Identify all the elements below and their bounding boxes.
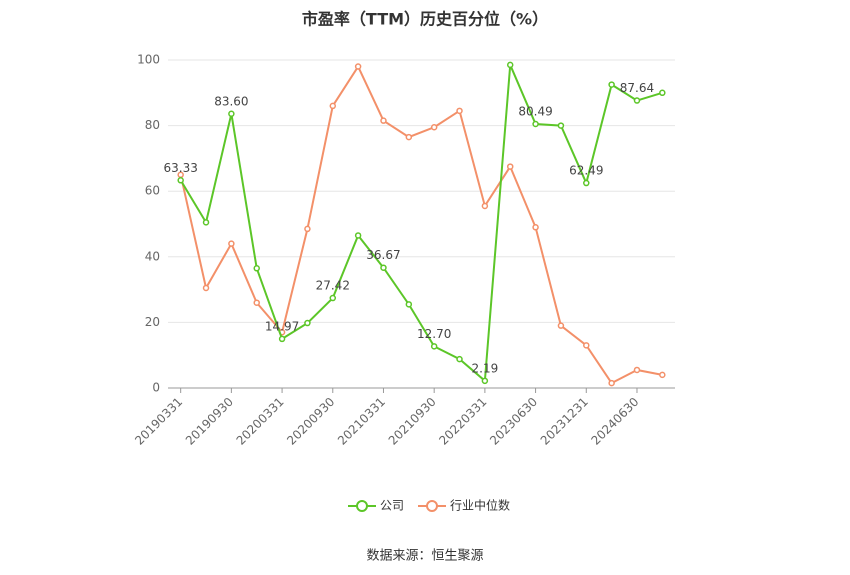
point xyxy=(430,123,438,131)
point xyxy=(329,294,337,302)
y-tick-label: 40 xyxy=(145,249,160,263)
point xyxy=(405,133,413,141)
legend-marker xyxy=(356,500,368,512)
point xyxy=(177,177,184,184)
point xyxy=(278,335,286,343)
x-tick-label: 20240630 xyxy=(588,395,641,448)
x-tick-label: 20190331 xyxy=(132,395,185,448)
point xyxy=(253,265,260,272)
point xyxy=(608,379,615,387)
point xyxy=(633,366,641,374)
legend-label: 公司 xyxy=(380,499,404,513)
y-tick-label: 80 xyxy=(145,118,160,132)
point xyxy=(380,264,387,271)
chart-title: 市盈率（TTM）历史百分位（%） xyxy=(302,10,548,29)
point xyxy=(456,107,463,115)
data-label: 2.19 xyxy=(472,361,499,375)
point xyxy=(608,81,615,88)
point xyxy=(557,122,565,129)
point xyxy=(532,120,539,128)
data-label: 14.97 xyxy=(265,319,299,333)
source: 数据来源：恒生聚源 xyxy=(366,549,483,564)
point xyxy=(202,284,210,292)
point xyxy=(633,97,641,104)
point xyxy=(405,301,413,308)
point xyxy=(481,377,489,385)
y-tick-label: 100 xyxy=(137,53,160,67)
point xyxy=(506,61,514,69)
point xyxy=(532,224,539,231)
point xyxy=(304,319,311,327)
x-tick-label: 20210331 xyxy=(335,395,388,448)
point xyxy=(380,117,387,124)
y-tick-label: 60 xyxy=(145,184,160,198)
point xyxy=(354,63,362,70)
point xyxy=(354,232,362,239)
point xyxy=(659,371,666,379)
x-tick-label: 20230630 xyxy=(487,395,540,448)
legend-label: 行业中位数 xyxy=(450,498,510,513)
point xyxy=(557,322,565,329)
point xyxy=(481,202,489,210)
point xyxy=(228,240,235,247)
data-label: 27.42 xyxy=(316,279,350,293)
x-tick-label: 20210930 xyxy=(386,395,439,448)
x-tick-label: 20231231 xyxy=(538,395,591,448)
x-tick-label: 20200930 xyxy=(284,395,337,448)
point xyxy=(583,179,590,187)
data-label: 36.67 xyxy=(366,248,400,262)
point xyxy=(304,225,311,233)
legend-marker xyxy=(426,500,438,512)
series-line xyxy=(179,64,663,385)
x-tick-label: 20220331 xyxy=(436,395,489,448)
point xyxy=(228,110,235,118)
point xyxy=(583,342,590,349)
point xyxy=(253,299,260,306)
data-label: 83.60 xyxy=(214,94,248,108)
point xyxy=(506,163,514,170)
data-label: 62.49 xyxy=(569,164,603,178)
data-label: 80.49 xyxy=(518,104,552,118)
point xyxy=(202,219,210,226)
y-tick-label: 20 xyxy=(145,315,160,329)
point xyxy=(456,355,463,363)
point xyxy=(329,102,337,110)
point xyxy=(659,89,666,97)
y-tick-label: 0 xyxy=(152,381,160,395)
x-tick-label: 20200331 xyxy=(234,395,287,448)
x-tick-label: 20190930 xyxy=(183,395,236,448)
point xyxy=(430,343,438,350)
series-line xyxy=(179,64,663,383)
data-label: 12.70 xyxy=(417,327,451,341)
data-label: 87.64 xyxy=(620,81,654,95)
data-label: 63.33 xyxy=(163,161,197,175)
